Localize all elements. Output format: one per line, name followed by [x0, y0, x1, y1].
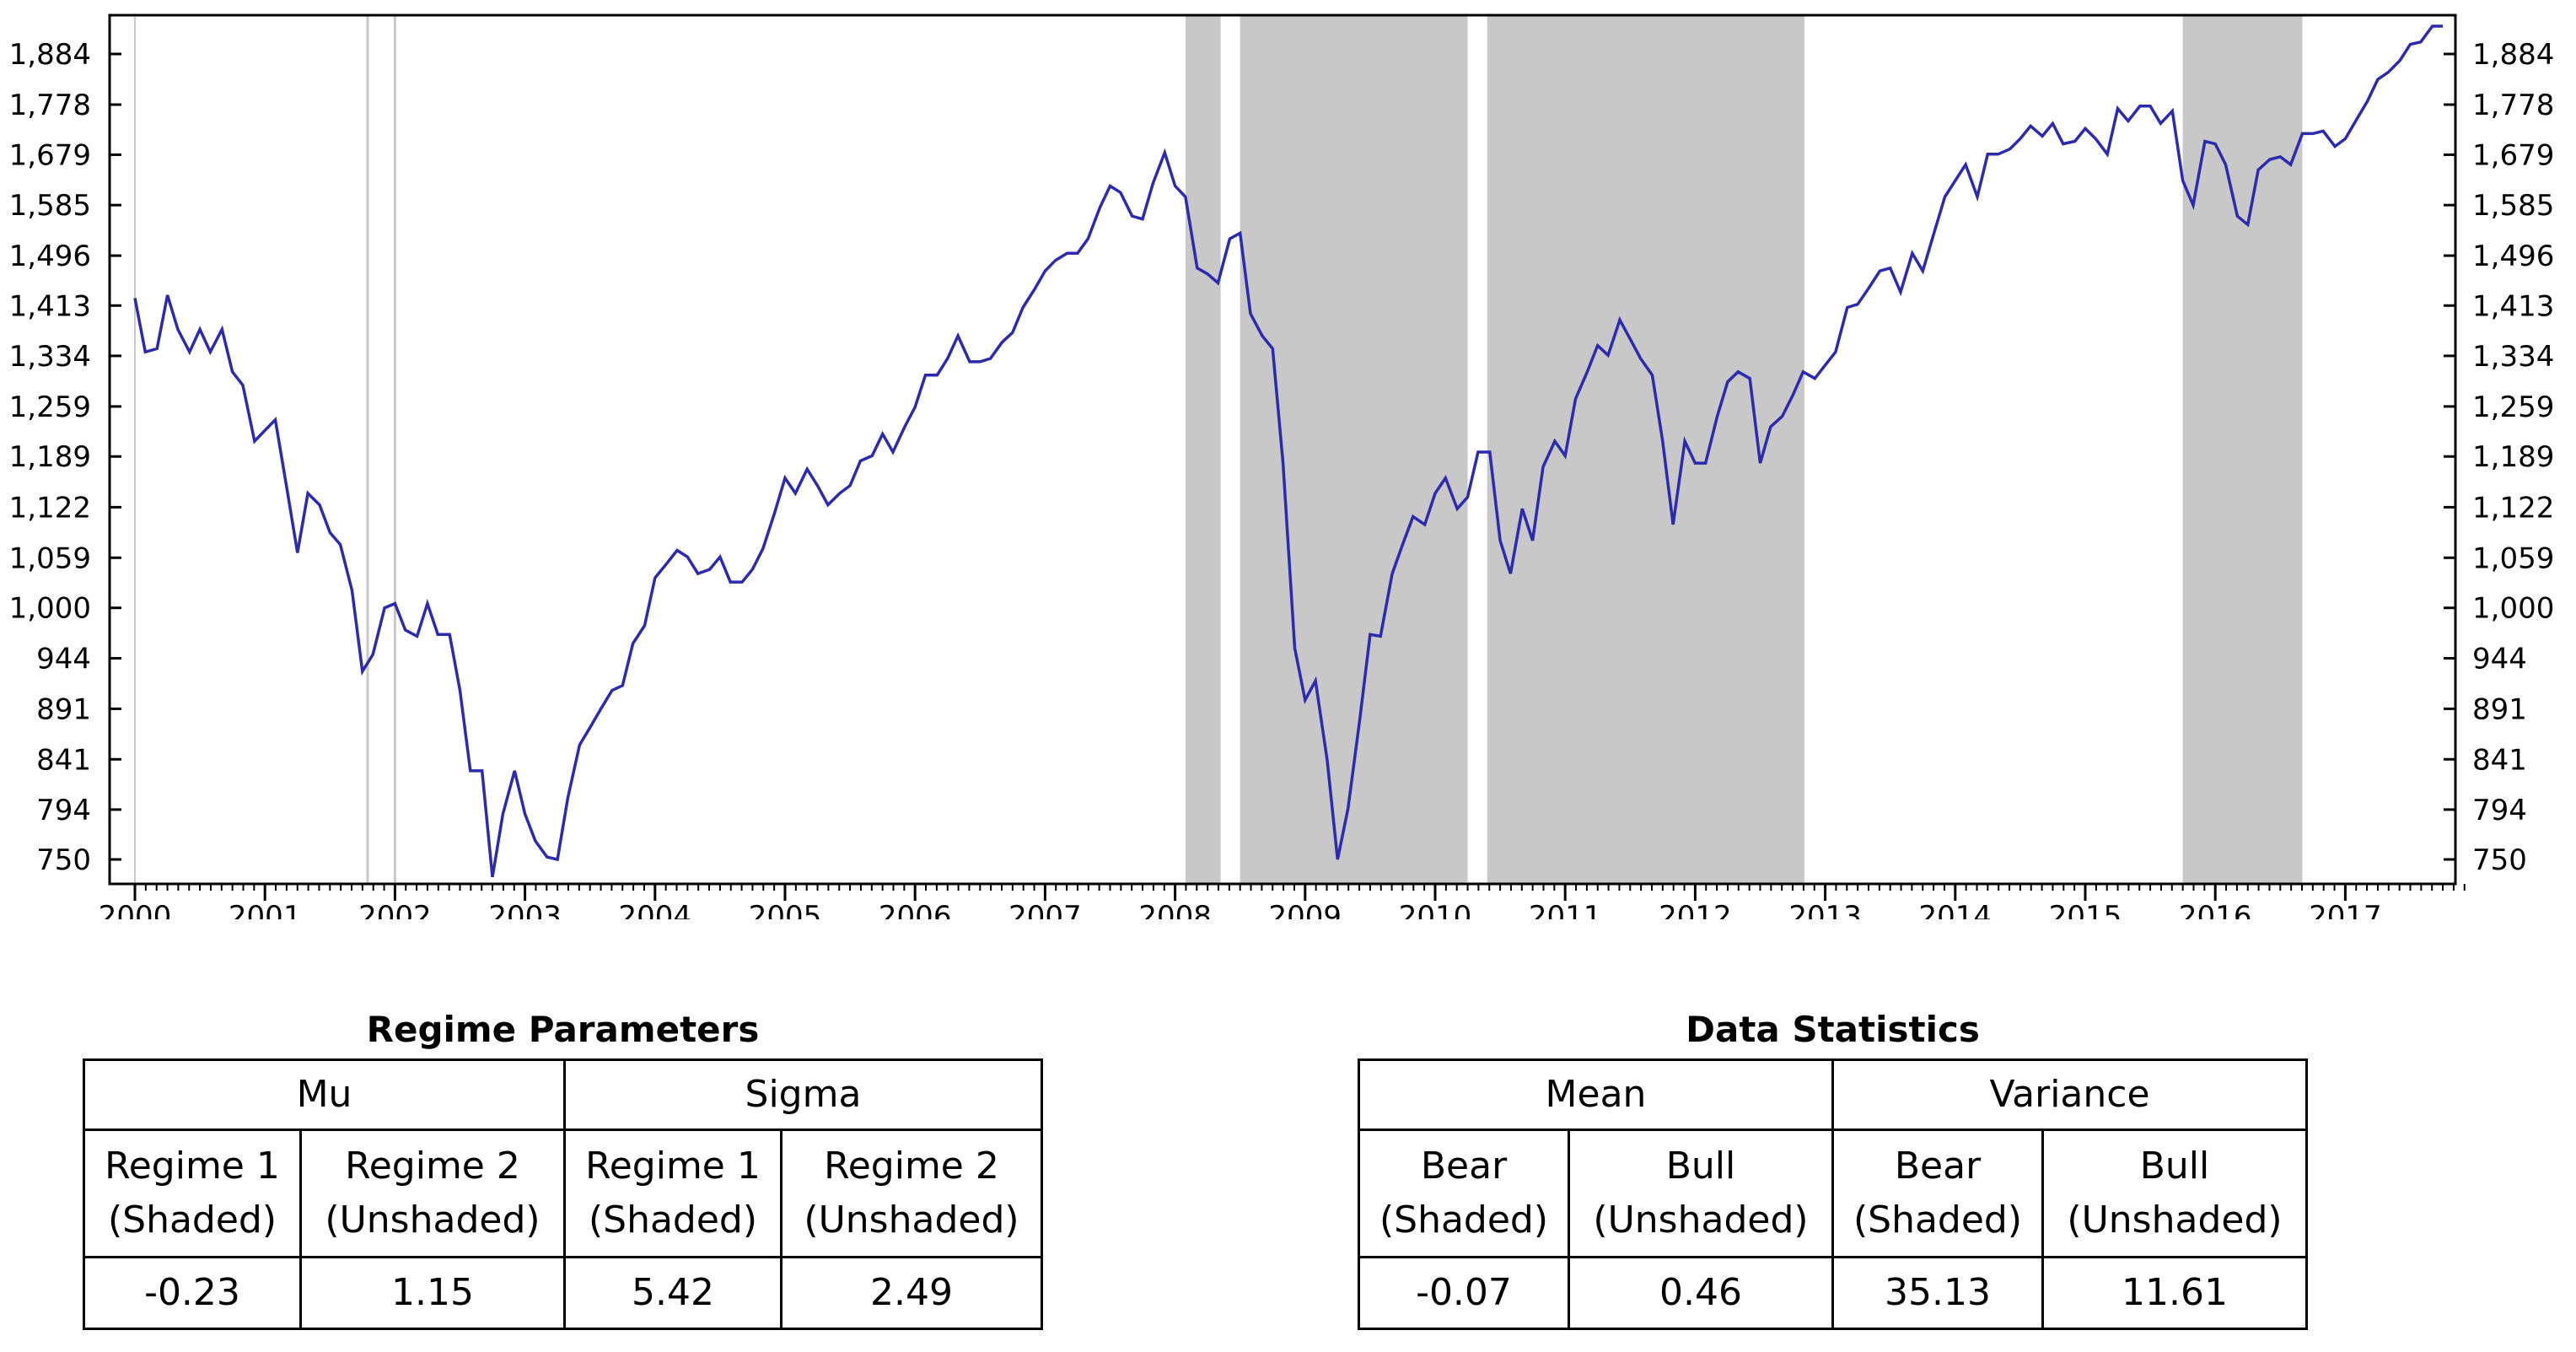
- x-tick-label: 2012: [1659, 900, 1732, 919]
- value-cell: 1.15: [299, 1256, 566, 1330]
- y-tick-label: 1,679: [9, 138, 91, 172]
- group-variance: Variance: [1831, 1058, 2308, 1131]
- value-cell: 35.13: [1831, 1256, 2044, 1330]
- x-tick-label: 2013: [1788, 900, 1862, 919]
- value-cell: -0.07: [1358, 1256, 1570, 1330]
- y-tick-label: 1,413: [2472, 289, 2554, 323]
- x-tick-label: 2009: [1269, 900, 1342, 919]
- y-axis-right-labels: 750 794 841 891 944 1,000 1,059 1,122 1,189 1,259…: [2472, 38, 2554, 877]
- regime-shade: [1240, 15, 1468, 884]
- y-tick-label: 1,059: [2472, 541, 2554, 575]
- axis-ticks: [110, 52, 2466, 901]
- y-tick-label: 1,778: [2472, 89, 2554, 122]
- value-cell: -0.23: [83, 1256, 302, 1330]
- value-cell: 0.46: [1568, 1256, 1834, 1330]
- col-header: Regime 2 (Unshaded): [299, 1128, 566, 1258]
- index-line: [133, 24, 2443, 878]
- x-tick-label: 2016: [2179, 900, 2252, 919]
- x-tick-label: 2008: [1138, 900, 1212, 919]
- col-header: Bear (Shaded): [1831, 1128, 2044, 1258]
- y-tick-label: 1,585: [9, 189, 91, 223]
- col-header: Bull (Unshaded): [1568, 1128, 1834, 1258]
- x-tick-label: 2001: [229, 900, 302, 919]
- data-statistics-block: Data Statistics Mean Variance Bear (Shade…: [1358, 1009, 2308, 1330]
- value-cell: 5.42: [563, 1256, 782, 1330]
- y-tick-label: 1,122: [9, 491, 91, 525]
- y-tick-label: 1,259: [9, 391, 91, 424]
- x-tick-label: 2017: [2309, 900, 2382, 919]
- y-tick-label: 1,189: [2472, 440, 2554, 474]
- y-tick-label: 794: [36, 794, 91, 827]
- y-tick-label: 1,334: [2472, 340, 2554, 374]
- x-tick-label: 2003: [488, 900, 562, 919]
- col-header: Bear (Shaded): [1358, 1128, 1570, 1258]
- x-tick-label: 2015: [2049, 900, 2122, 919]
- y-tick-label: 1,778: [9, 89, 91, 122]
- y-tick-label: 891: [2472, 692, 2527, 726]
- group-mu: Mu: [83, 1058, 566, 1131]
- regime-parameters-table: Mu Sigma Regime 1 (Shaded) Regime 2 (Unsha…: [83, 1058, 1043, 1330]
- y-tick-label: 1,189: [9, 440, 91, 474]
- x-tick-label: 2007: [1008, 900, 1082, 919]
- y-tick-label: 1,496: [2472, 240, 2554, 273]
- y-tick-label: 1,000: [2472, 592, 2554, 626]
- y-tick-label: 750: [2472, 843, 2527, 877]
- regime-parameters-title: Regime Parameters: [366, 1009, 760, 1050]
- data-statistics-table: Mean Variance Bear (Shaded) Bull (Unshaded…: [1358, 1058, 2308, 1330]
- y-tick-label: 944: [2472, 642, 2527, 676]
- y-tick-label: 1,413: [9, 289, 91, 323]
- col-header: Regime 1 (Shaded): [83, 1128, 302, 1258]
- y-tick-label: 841: [2472, 743, 2527, 777]
- regime-shade: [1487, 15, 1804, 884]
- group-sigma: Sigma: [563, 1058, 1043, 1131]
- col-header: Regime 1 (Shaded): [563, 1128, 782, 1258]
- y-tick-label: 1,000: [9, 592, 91, 626]
- y-tick-label: 1,496: [9, 240, 91, 273]
- x-tick-label: 2014: [1919, 900, 1993, 919]
- regime-shades: [134, 15, 2303, 884]
- y-tick-label: 794: [2472, 794, 2527, 827]
- y-tick-label: 1,585: [2472, 189, 2554, 223]
- y-tick-label: 944: [36, 642, 91, 676]
- value-cell: 11.61: [2041, 1256, 2308, 1330]
- y-tick-label: 891: [36, 692, 91, 726]
- x-tick-label: 2002: [358, 900, 432, 919]
- regime-chart: 750 794 841 891 944 1,000 1,059 1,122 1,189 1,259…: [9, 13, 2554, 919]
- regime-shade: [1185, 15, 1221, 884]
- value-cell: 2.49: [780, 1256, 1043, 1330]
- y-tick-label: 1,884: [9, 38, 91, 72]
- y-tick-label: 1,122: [2472, 491, 2554, 525]
- regime-parameters-block: Regime Parameters Mu Sigma Regime 1 (Shad…: [83, 1009, 1043, 1330]
- y-tick-label: 1,884: [2472, 38, 2554, 72]
- x-tick-label: 2004: [619, 900, 692, 919]
- y-tick-label: 841: [36, 743, 91, 777]
- plot-frame: [108, 13, 2457, 886]
- group-mean: Mean: [1358, 1058, 1834, 1131]
- y-tick-label: 1,334: [9, 340, 91, 374]
- x-tick-label: 2011: [1529, 900, 1602, 919]
- x-tick-label: 2010: [1399, 900, 1472, 919]
- y-tick-label: 1,059: [9, 541, 91, 575]
- data-statistics-title: Data Statistics: [1686, 1009, 1980, 1050]
- y-tick-label: 750: [36, 843, 91, 877]
- x-tick-label: 2005: [749, 900, 822, 919]
- x-tick-label: 2006: [879, 900, 952, 919]
- x-tick-label: 2000: [99, 900, 172, 919]
- y-tick-label: 1,679: [2472, 138, 2554, 172]
- col-header: Bull (Unshaded): [2041, 1128, 2308, 1258]
- regime-shade: [2182, 15, 2303, 884]
- y-axis-left-labels: 750 794 841 891 944 1,000 1,059 1,122 1,189 1,259…: [9, 38, 91, 877]
- y-tick-label: 1,259: [2472, 391, 2554, 424]
- col-header: Regime 2 (Unshaded): [780, 1128, 1043, 1258]
- x-axis-labels: 2000 2001 2002 2003 2004 2005 2006 2007 2008 2009…: [99, 900, 2382, 919]
